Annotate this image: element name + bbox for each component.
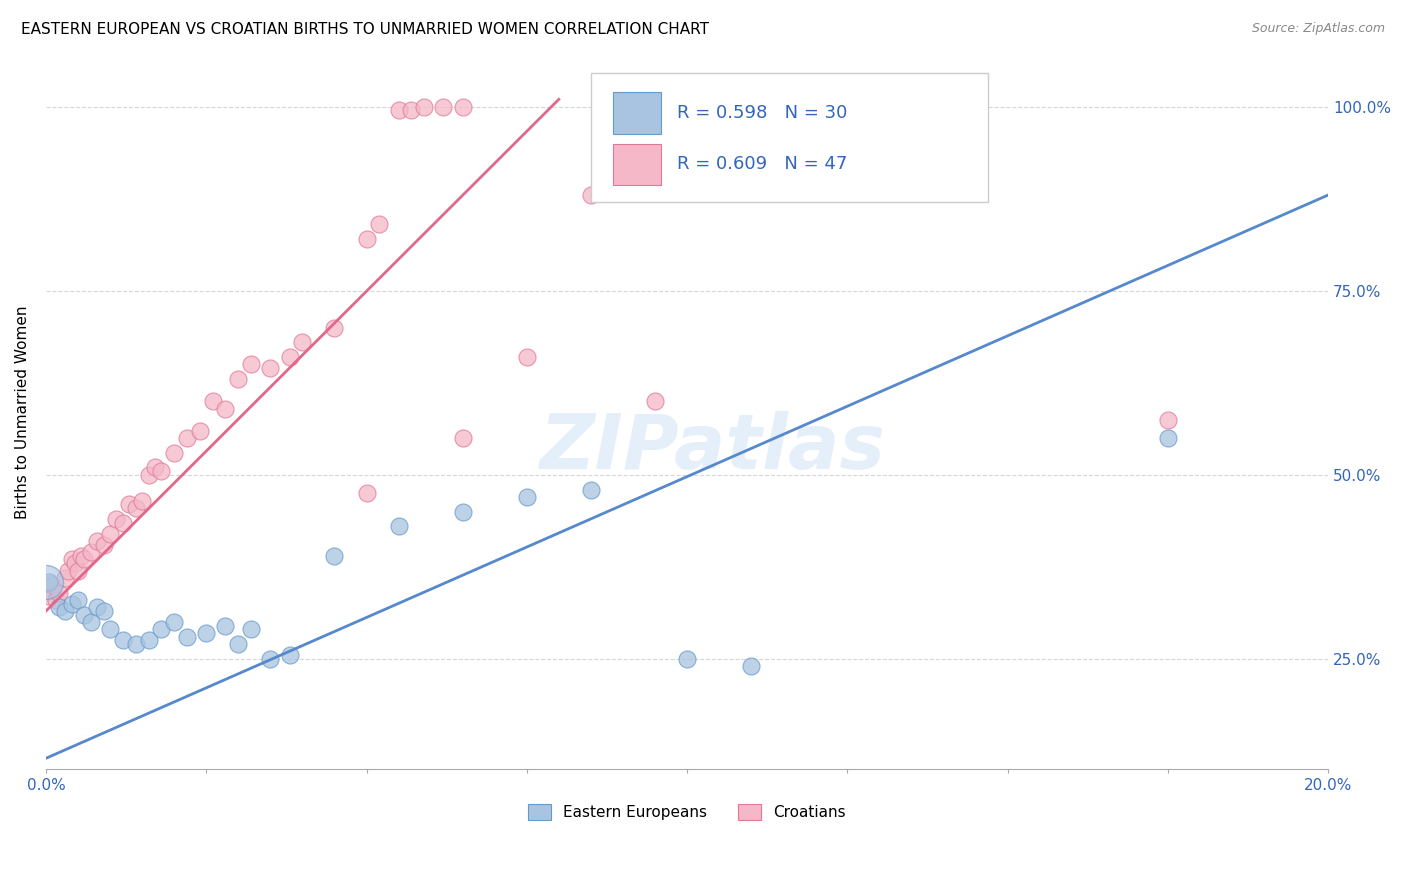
Point (163, 615, 186, 629)
Point (323, 549, 346, 563)
Legend: Eastern Europeans, Croatians: Eastern Europeans, Croatians (522, 797, 852, 826)
Point (150, 464, 173, 478)
Point (131, 493, 153, 508)
Point (143, 460, 166, 475)
Point (356, 486, 378, 500)
Point (73, 607, 96, 622)
Point (98, 623, 121, 637)
Point (41, 578, 63, 592)
Point (35, 574, 58, 589)
Point (226, 637, 249, 651)
Point (60, 552, 83, 566)
Point (1157, 412, 1180, 426)
Text: EASTERN EUROPEAN VS CROATIAN BIRTHS TO UNMARRIED WOMEN CORRELATION CHART: EASTERN EUROPEAN VS CROATIAN BIRTHS TO U… (21, 22, 709, 37)
Y-axis label: Births to Unmarried Women: Births to Unmarried Women (15, 305, 30, 519)
Point (118, 497, 141, 511)
Point (451, 431, 474, 445)
Point (401, 103, 423, 118)
Point (48, 585, 70, 599)
Point (214, 618, 236, 632)
Point (356, 232, 378, 246)
Text: Source: ZipAtlas.com: Source: ZipAtlas.com (1251, 22, 1385, 36)
Point (125, 637, 148, 651)
Point (66, 593, 89, 607)
Point (70, 549, 93, 563)
Point (111, 633, 134, 648)
Point (80, 545, 103, 559)
Point (163, 446, 186, 460)
Point (413, 100, 436, 114)
Point (226, 372, 249, 386)
Point (60, 597, 83, 611)
Point (53, 604, 76, 618)
Point (86, 534, 108, 549)
Point (176, 630, 198, 644)
Point (240, 623, 263, 637)
Point (176, 431, 198, 445)
Text: R = 0.609   N = 47: R = 0.609 N = 47 (676, 155, 848, 173)
Point (150, 623, 173, 637)
Point (138, 467, 160, 482)
Point (259, 361, 281, 376)
Point (66, 564, 89, 578)
Point (214, 401, 236, 416)
Point (451, 100, 474, 114)
Point (105, 512, 128, 526)
FancyBboxPatch shape (591, 73, 988, 202)
Point (93, 604, 115, 618)
Point (111, 516, 134, 530)
FancyBboxPatch shape (613, 144, 661, 186)
Point (195, 626, 218, 640)
Point (240, 357, 263, 371)
Point (98, 526, 121, 541)
Point (188, 424, 211, 438)
Text: ZIPatlas: ZIPatlas (540, 411, 886, 485)
Point (516, 490, 538, 504)
Point (644, 394, 666, 409)
Point (1157, 431, 1180, 445)
Point (93, 538, 115, 552)
Point (138, 633, 160, 648)
Point (451, 505, 474, 519)
Point (278, 648, 301, 663)
Point (80, 615, 103, 629)
Point (86, 600, 108, 615)
FancyBboxPatch shape (613, 92, 661, 134)
Text: R = 0.598   N = 30: R = 0.598 N = 30 (676, 104, 848, 122)
Point (368, 218, 391, 232)
Point (125, 500, 148, 515)
Point (323, 320, 346, 334)
Point (53, 571, 76, 585)
Point (278, 350, 301, 364)
Point (58, 564, 80, 578)
Point (387, 519, 409, 533)
Point (38, 589, 60, 603)
Point (259, 652, 281, 666)
Point (48, 600, 70, 615)
Point (740, 659, 762, 673)
Point (38, 574, 60, 589)
Point (63, 556, 86, 570)
Point (579, 483, 602, 497)
Point (516, 350, 538, 364)
Point (45, 593, 67, 607)
Point (291, 335, 314, 350)
Point (579, 188, 602, 202)
Point (73, 552, 96, 566)
Point (201, 394, 224, 409)
Point (387, 103, 409, 118)
Point (676, 652, 699, 666)
Point (432, 100, 454, 114)
